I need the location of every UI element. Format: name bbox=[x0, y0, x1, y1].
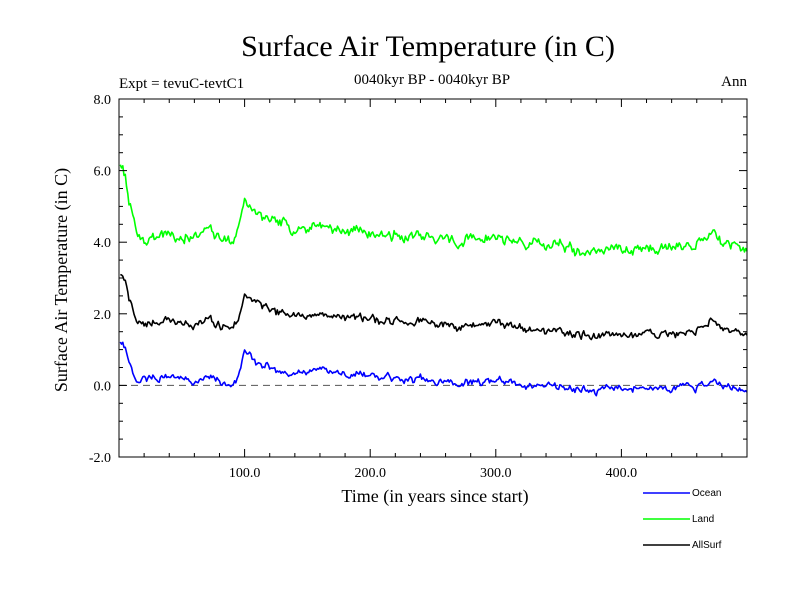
y-tick-label: 8.0 bbox=[94, 93, 112, 108]
expt-label: Expt = tevuC-tevtC1 bbox=[119, 76, 244, 92]
x-tick-label: 400.0 bbox=[606, 466, 638, 481]
x-axis-label: Time (in years since start) bbox=[341, 486, 528, 507]
y-tick-label: 4.0 bbox=[94, 236, 112, 251]
legend-label-ocean: Ocean bbox=[692, 488, 721, 499]
series-line-land bbox=[119, 164, 748, 257]
plot-frame bbox=[118, 98, 748, 458]
chart-title: Surface Air Temperature (in C) bbox=[241, 30, 615, 63]
chart-subtitle: 0040kyr BP - 0040kyr BP bbox=[354, 72, 510, 88]
x-tick-label: 200.0 bbox=[354, 466, 386, 481]
series-line-allsurf bbox=[120, 273, 748, 341]
y-tick-label: -2.0 bbox=[89, 451, 111, 466]
series-line-ocean bbox=[119, 341, 748, 397]
x-tick-label: 300.0 bbox=[480, 466, 512, 481]
y-tick-label: 0.0 bbox=[94, 379, 112, 394]
y-tick-label: 2.0 bbox=[94, 308, 112, 323]
x-tick-label: 100.0 bbox=[229, 466, 261, 481]
legend-label-allsurf: AllSurf bbox=[692, 540, 722, 551]
y-axis-label: Surface Air Temperature (in C) bbox=[51, 168, 72, 392]
legend: Ocean Land AllSurf bbox=[643, 488, 722, 551]
season-label: Ann bbox=[721, 74, 747, 90]
legend-label-land: Land bbox=[692, 514, 714, 525]
y-tick-label: 6.0 bbox=[94, 165, 112, 180]
